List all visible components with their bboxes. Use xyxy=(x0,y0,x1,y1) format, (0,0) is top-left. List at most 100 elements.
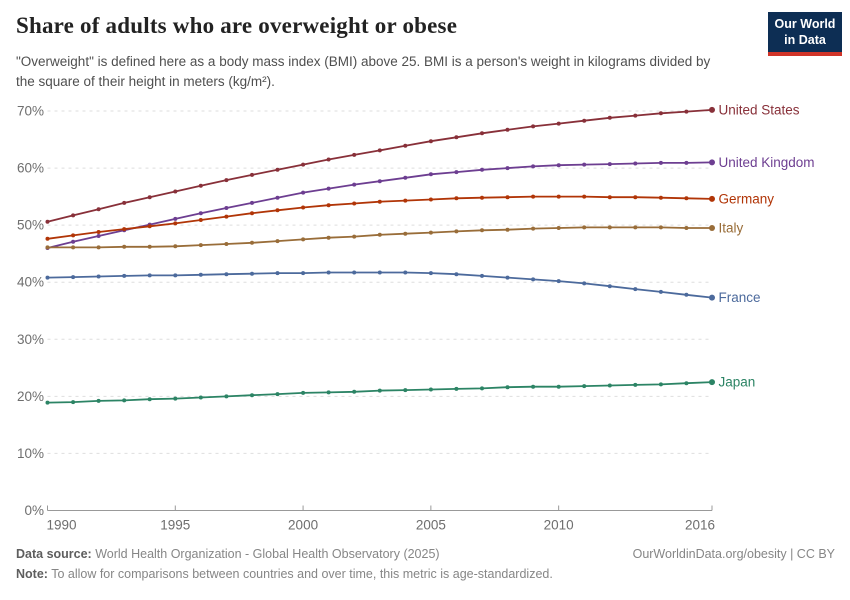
data-point-japan-2009 xyxy=(531,384,536,389)
data-point-germany-2001 xyxy=(326,203,331,208)
data-point-germany-2011 xyxy=(582,194,587,199)
data-point-united-states-1990 xyxy=(45,219,50,224)
x-tick-label-1995: 1995 xyxy=(160,518,190,533)
data-point-japan-1992 xyxy=(96,398,101,403)
data-point-france-1999 xyxy=(275,271,280,276)
data-point-united-states-1992 xyxy=(96,207,101,212)
data-point-france-2010 xyxy=(556,279,561,284)
data-point-france-2015 xyxy=(684,292,689,297)
data-point-italy-1992 xyxy=(96,245,101,250)
series-label-japan[interactable]: Japan xyxy=(719,375,756,390)
data-point-germany-2003 xyxy=(377,199,382,204)
data-point-united-states-1995 xyxy=(173,189,178,194)
data-point-germany-2006 xyxy=(454,196,459,201)
data-point-germany-1995 xyxy=(173,221,178,226)
data-point-japan-2008 xyxy=(505,385,510,390)
data-point-japan-1999 xyxy=(275,392,280,397)
data-point-japan-1994 xyxy=(147,397,152,402)
data-point-germany-1998 xyxy=(250,211,254,216)
data-point-france-2013 xyxy=(633,287,638,292)
data-point-france-2012 xyxy=(607,284,612,289)
data-point-united-states-2011 xyxy=(582,118,587,123)
data-point-united-kingdom-2013 xyxy=(633,161,638,166)
data-point-japan-2003 xyxy=(377,388,382,393)
series-line-france[interactable] xyxy=(47,271,713,299)
data-point-france-1995 xyxy=(173,273,178,278)
data-point-japan-2013 xyxy=(633,382,638,387)
data-point-united-kingdom-2005 xyxy=(428,172,433,177)
data-point-japan-2011 xyxy=(582,384,587,389)
data-point-united-states-2009 xyxy=(531,124,536,129)
data-point-united-states-2003 xyxy=(377,148,382,153)
data-point-germany-1992 xyxy=(96,230,101,234)
data-point-italy-2012 xyxy=(607,225,612,230)
series-label-france[interactable]: France xyxy=(719,290,761,305)
data-point-germany-2005 xyxy=(428,197,433,202)
chart-subtitle: "Overweight" is defined here as a body m… xyxy=(16,54,711,90)
data-point-united-kingdom-2001 xyxy=(326,186,331,191)
footer-source: Data source: World Health Organization -… xyxy=(16,547,440,561)
data-point-japan-2004 xyxy=(403,388,408,393)
series-label-united-kingdom[interactable]: United Kingdom xyxy=(719,155,815,170)
data-point-germany-2014 xyxy=(658,195,663,200)
data-point-france-2016 xyxy=(709,294,715,301)
data-point-united-states-1994 xyxy=(147,195,152,200)
data-point-united-states-2002 xyxy=(352,152,357,157)
data-point-united-kingdom-2004 xyxy=(403,175,408,180)
data-point-japan-2014 xyxy=(658,382,663,387)
y-tick-label-20: 20% xyxy=(17,389,44,404)
data-point-italy-2003 xyxy=(377,232,382,237)
data-point-united-kingdom-2002 xyxy=(352,182,357,187)
series-line-united-states[interactable] xyxy=(47,109,713,223)
data-point-italy-2016 xyxy=(709,225,715,231)
data-point-france-1992 xyxy=(96,274,101,279)
data-point-germany-2008 xyxy=(505,195,510,200)
data-point-germany-2013 xyxy=(633,195,638,200)
series-label-italy[interactable]: Italy xyxy=(719,220,744,235)
data-point-france-2000 xyxy=(301,271,306,276)
data-point-germany-2009 xyxy=(531,194,536,199)
data-point-united-states-1991 xyxy=(71,213,76,218)
data-point-germany-1990 xyxy=(45,236,50,241)
owid-logo-line1: Our World xyxy=(774,17,836,31)
data-point-united-states-2008 xyxy=(505,127,510,132)
data-point-japan-2006 xyxy=(454,386,459,391)
owid-logo: Our World in Data xyxy=(768,12,842,57)
data-point-italy-2001 xyxy=(326,235,331,240)
data-point-france-2007 xyxy=(480,273,484,278)
data-point-united-kingdom-1997 xyxy=(224,206,229,210)
data-point-united-kingdom-2016 xyxy=(709,159,715,166)
data-point-france-1997 xyxy=(224,272,229,277)
series-label-united-states[interactable]: United States xyxy=(719,102,800,117)
data-point-italy-2007 xyxy=(480,228,484,233)
data-point-japan-1993 xyxy=(122,398,127,403)
data-point-japan-2010 xyxy=(556,384,561,389)
data-point-france-2003 xyxy=(377,270,382,275)
data-point-france-2008 xyxy=(505,275,510,280)
data-point-united-kingdom-2012 xyxy=(607,162,612,167)
data-point-germany-2000 xyxy=(301,205,306,210)
data-point-germany-1999 xyxy=(275,208,280,213)
data-point-italy-1991 xyxy=(71,245,76,250)
footer-source-row: Data source: World Health Organization -… xyxy=(16,547,835,561)
data-point-united-states-2006 xyxy=(454,135,459,140)
data-point-france-1996 xyxy=(198,272,203,277)
data-point-united-states-1998 xyxy=(250,172,254,177)
footer-source-label: Data source: xyxy=(16,547,92,561)
data-point-united-states-1993 xyxy=(122,200,127,205)
footer-note-row: Note: To allow for comparisons between c… xyxy=(16,567,835,581)
data-point-germany-2007 xyxy=(480,195,484,200)
data-point-france-2014 xyxy=(658,289,663,294)
series-line-italy[interactable] xyxy=(47,226,713,249)
data-point-united-kingdom-1995 xyxy=(173,216,178,221)
data-point-germany-2016 xyxy=(709,195,715,202)
data-point-united-kingdom-2015 xyxy=(684,160,689,165)
data-point-italy-1995 xyxy=(173,244,178,249)
data-point-japan-2015 xyxy=(684,381,689,386)
series-label-germany[interactable]: Germany xyxy=(719,191,775,206)
footer-owid-link[interactable]: OurWorldinData.org/obesity | CC BY xyxy=(632,547,835,561)
y-tick-label-0: 0% xyxy=(24,503,44,518)
data-point-united-kingdom-2014 xyxy=(658,160,663,165)
data-point-germany-2004 xyxy=(403,198,408,203)
